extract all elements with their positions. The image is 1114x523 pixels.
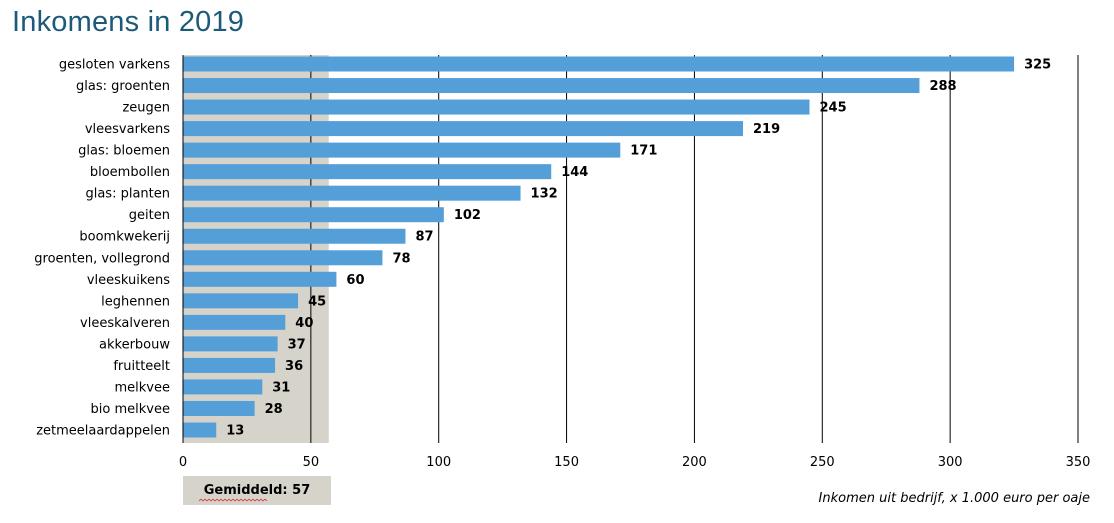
value-label: 325 — [1024, 58, 1051, 73]
bar — [183, 56, 1015, 72]
value-label: 45 — [308, 294, 326, 309]
x-tick-label: 50 — [303, 455, 320, 470]
value-label: 40 — [295, 316, 313, 331]
value-label: 37 — [288, 337, 306, 352]
bars — [183, 56, 1015, 438]
bar — [183, 336, 278, 352]
value-label: 288 — [929, 79, 956, 94]
value-label: 13 — [226, 424, 244, 439]
average-band — [183, 55, 329, 443]
bar — [183, 142, 621, 158]
category-label: groenten, vollegrond — [34, 251, 170, 266]
value-label: 31 — [272, 380, 290, 395]
bar — [183, 121, 744, 137]
value-label: 144 — [561, 165, 588, 180]
category-label: melkvee — [115, 380, 171, 395]
category-label: vleeskuikens — [87, 273, 170, 288]
category-label: fruitteelt — [113, 359, 170, 374]
bar — [183, 99, 810, 115]
chart-title: Inkomens in 2019 — [12, 6, 245, 38]
category-label: zeugen — [122, 101, 170, 116]
category-label: zetmeelaardappelen — [36, 424, 170, 439]
bar — [183, 207, 444, 223]
gridlines — [310, 55, 1079, 443]
category-label: vleesvarkens — [85, 122, 170, 137]
bar — [183, 422, 217, 438]
category-label: geiten — [129, 208, 170, 223]
x-tick-label: 350 — [1066, 455, 1091, 470]
x-tick-label: 250 — [810, 455, 835, 470]
x-axis-label: Inkomen uit bedrijf, x 1.000 euro per oa… — [818, 491, 1090, 506]
x-tick-label: 100 — [426, 455, 451, 470]
value-label: 171 — [630, 144, 657, 159]
value-label: 28 — [265, 402, 283, 417]
bar — [183, 228, 406, 244]
category-label: gesloten varkens — [59, 58, 170, 73]
bar — [183, 250, 383, 266]
x-tick-label: 300 — [938, 455, 963, 470]
category-label: bloembollen — [90, 165, 170, 180]
bar — [183, 379, 263, 395]
x-axis-ticks: 0 50 100 150 200 250 300 350 — [179, 455, 1091, 470]
bar — [183, 357, 276, 373]
average-label: Gemiddeld: 57 — [203, 483, 311, 498]
average-box: Gemiddeld: 57 — [183, 476, 331, 505]
x-tick-label: 200 — [682, 455, 707, 470]
x-tick-label: 150 — [554, 455, 579, 470]
value-label: 132 — [531, 187, 558, 202]
value-label: 78 — [392, 251, 410, 266]
bar — [183, 293, 299, 309]
value-label: 102 — [454, 208, 481, 223]
category-label: bio melkvee — [91, 402, 170, 417]
value-label: 219 — [753, 122, 780, 137]
x-tick-label: 0 — [179, 455, 187, 470]
bar — [183, 314, 286, 330]
category-label: glas: groenten — [76, 79, 170, 94]
value-label: 245 — [820, 101, 847, 116]
category-label: glas: bloemen — [78, 144, 170, 159]
bar — [183, 271, 337, 287]
category-label: akkerbouw — [99, 337, 170, 352]
category-label: boomkwekerij — [79, 230, 170, 245]
bar — [183, 185, 521, 201]
value-label: 87 — [415, 230, 433, 245]
spellcheck-underline — [199, 499, 267, 502]
bar — [183, 78, 920, 94]
bar — [183, 164, 552, 180]
category-labels: gesloten varkens glas: groenten zeugen vlee… — [34, 58, 170, 439]
category-label: leghennen — [101, 294, 170, 309]
category-label: vleeskalveren — [80, 316, 170, 331]
value-label: 36 — [285, 359, 303, 374]
value-label: 60 — [346, 273, 364, 288]
bar — [183, 400, 255, 416]
category-label: glas: planten — [85, 187, 170, 202]
